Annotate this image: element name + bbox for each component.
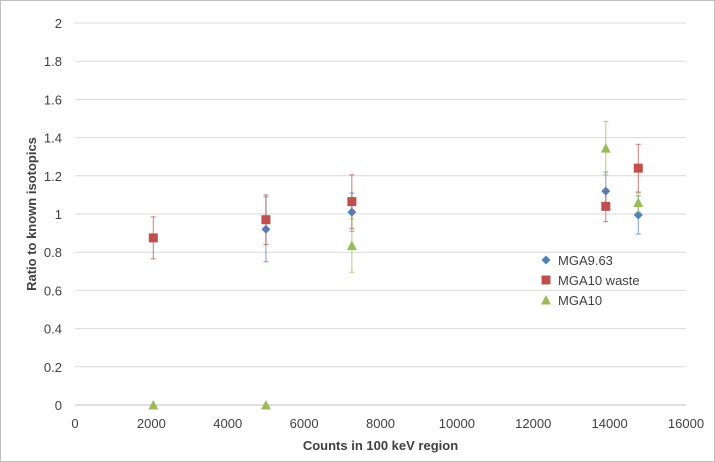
- x-tick-label: 12000: [515, 416, 551, 431]
- legend-label: MGA9.63: [558, 253, 613, 268]
- series-mga10: [148, 120, 644, 410]
- series-mga10-waste: [148, 143, 643, 260]
- x-tick-label: 16000: [668, 416, 704, 431]
- data-point: [260, 400, 271, 410]
- data-point: [261, 215, 271, 225]
- series-mga9-63: [261, 171, 643, 263]
- x-tick-label: 6000: [290, 416, 319, 431]
- y-tick-label: 1.2: [44, 169, 62, 184]
- gridlines: [75, 22, 686, 368]
- y-tick-label: 1.6: [44, 92, 62, 107]
- y-axis-title: Ratio to known isotopics: [24, 137, 39, 291]
- data-point: [601, 201, 611, 211]
- data-point: [600, 143, 611, 153]
- y-tick-label: 1.8: [44, 54, 62, 69]
- legend-marker: [541, 255, 551, 265]
- x-tick-labels: 0 2000 4000 6000 8000 10000 12000 14000 16000: [71, 416, 704, 431]
- data-point: [346, 240, 357, 251]
- data-point: [633, 197, 644, 208]
- y-tick-label: 0.6: [44, 283, 62, 298]
- x-tick-label: 14000: [592, 416, 628, 431]
- data-point: [347, 197, 357, 207]
- legend-label: MGA10: [558, 293, 602, 308]
- y-tick-label: 1: [55, 207, 62, 222]
- y-tick-label: 0.8: [44, 245, 62, 260]
- y-tick-label: 2: [55, 16, 62, 31]
- y-tick-label: 0: [55, 398, 62, 413]
- legend-item: MGA9.63: [541, 253, 613, 268]
- x-tick-label: 8000: [366, 416, 395, 431]
- data-point: [148, 233, 158, 243]
- legend-label: MGA10 waste: [558, 273, 640, 288]
- x-tick-label: 0: [71, 416, 78, 431]
- data-point: [633, 163, 643, 173]
- y-tick-labels: 0 0.2 0.4 0.6 0.8 1 1.2 1.4 1.6 1.8 2: [44, 16, 62, 413]
- data-point: [148, 400, 159, 410]
- x-tick-label: 4000: [213, 416, 242, 431]
- data-point: [633, 210, 643, 220]
- y-tick-label: 0.4: [44, 322, 62, 337]
- legend-marker: [541, 275, 551, 285]
- series-layer: [148, 120, 644, 410]
- x-axis-title: Counts in 100 keV region: [303, 438, 458, 453]
- legend-item: MGA10: [541, 293, 602, 308]
- legend-marker: [541, 295, 551, 305]
- x-tick-label: 2000: [137, 416, 166, 431]
- x-tick-label: 10000: [439, 416, 475, 431]
- y-tick-label: 0.2: [44, 360, 62, 375]
- legend: MGA9.63 MGA10 waste MGA10: [541, 253, 640, 308]
- legend-item: MGA10 waste: [541, 273, 640, 288]
- y-tick-label: 1.4: [44, 131, 62, 146]
